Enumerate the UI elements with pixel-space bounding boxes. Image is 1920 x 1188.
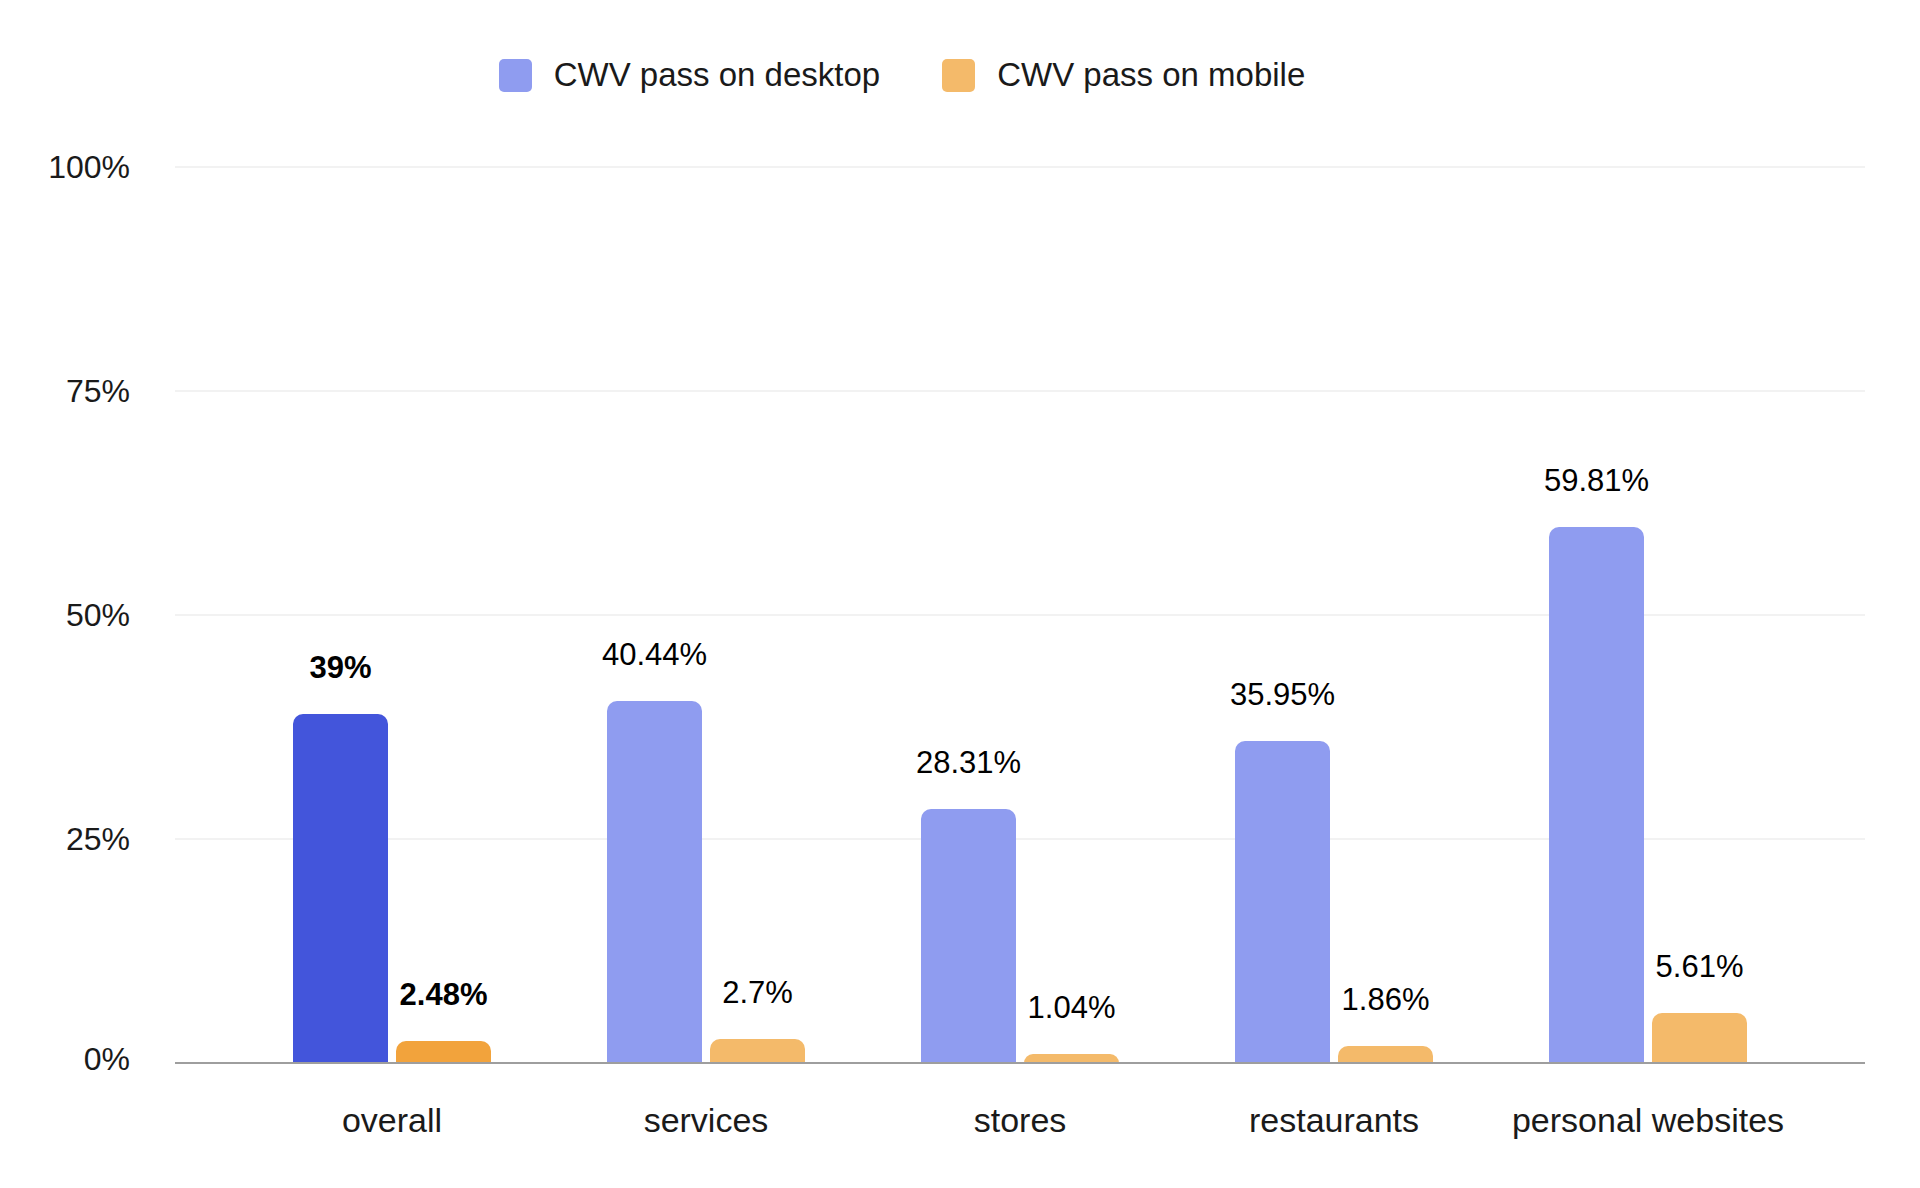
bar-CWV-pass-on-mobile-services: 2.7% <box>710 1039 805 1063</box>
plot-area: 0%25%50%75%100% 39%2.48%40.44%2.7%28.31%… <box>175 167 1865 1063</box>
chart-legend: CWV pass on desktop CWV pass on mobile <box>0 56 1862 94</box>
bar-CWV-pass-on-desktop-services: 40.44% <box>607 701 702 1063</box>
bar-value-label: 40.44% <box>602 637 707 673</box>
bar-value-label: 35.95% <box>1230 677 1335 713</box>
bar-value-label: 2.7% <box>722 975 793 1011</box>
x-axis-labels: overallservicesstoresrestaurantspersonal… <box>175 1063 1865 1140</box>
bar-CWV-pass-on-desktop-restaurants: 35.95% <box>1235 741 1330 1063</box>
y-tick-label: 100% <box>25 149 130 186</box>
bar-CWV-pass-on-desktop-overall: 39% <box>293 714 388 1063</box>
bar-value-label: 28.31% <box>916 745 1021 781</box>
bar-value-label: 39% <box>309 650 371 686</box>
y-tick-label: 25% <box>25 821 130 858</box>
legend-swatch <box>942 59 975 92</box>
bar-CWV-pass-on-mobile-overall: 2.48% <box>396 1041 491 1063</box>
bar-value-label: 59.81% <box>1544 463 1649 499</box>
bar-CWV-pass-on-desktop-stores: 28.31% <box>921 809 1016 1063</box>
legend-swatch <box>499 59 532 92</box>
x-axis-label: services <box>549 1063 863 1140</box>
bar-group-stores: 28.31% 1.04% <box>863 167 1177 1063</box>
legend-item: CWV pass on desktop <box>499 56 881 94</box>
y-tick-label: 0% <box>25 1041 130 1078</box>
legend-item: CWV pass on mobile <box>942 56 1305 94</box>
bar-chart: CWV pass on desktop CWV pass on mobile 0%… <box>0 0 1920 1188</box>
bar-value-label: 5.61% <box>1656 949 1744 985</box>
bar-CWV-pass-on-desktop-personal-websites: 59.81% <box>1549 527 1644 1063</box>
bar-group-overall: 39% 2.48% <box>235 167 549 1063</box>
x-axis-label: restaurants <box>1177 1063 1491 1140</box>
x-axis-label: overall <box>235 1063 549 1140</box>
bar-value-label: 1.04% <box>1028 990 1116 1026</box>
x-axis-label: personal websites <box>1491 1063 1805 1140</box>
legend-label: CWV pass on desktop <box>554 56 881 94</box>
bar-CWV-pass-on-mobile-restaurants: 1.86% <box>1338 1046 1433 1063</box>
x-axis-label: stores <box>863 1063 1177 1140</box>
bar-group-personal-websites: 59.81%5.61% <box>1491 167 1805 1063</box>
legend-label: CWV pass on mobile <box>997 56 1305 94</box>
bar-group-restaurants: 35.95% 1.86% <box>1177 167 1491 1063</box>
bar-value-label: 2.48% <box>400 977 488 1013</box>
bar-CWV-pass-on-mobile-personal-websites: 5.61% <box>1652 1013 1747 1063</box>
y-tick-label: 75% <box>25 373 130 410</box>
bar-group-services: 40.44% 2.7% <box>549 167 863 1063</box>
y-tick-label: 50% <box>25 597 130 634</box>
bar-value-label: 1.86% <box>1342 982 1430 1018</box>
bar-columns: 39% 2.48% 40.44% 2.7% 28.31% 1.04% 35.95% 1.86%… <box>175 167 1865 1063</box>
